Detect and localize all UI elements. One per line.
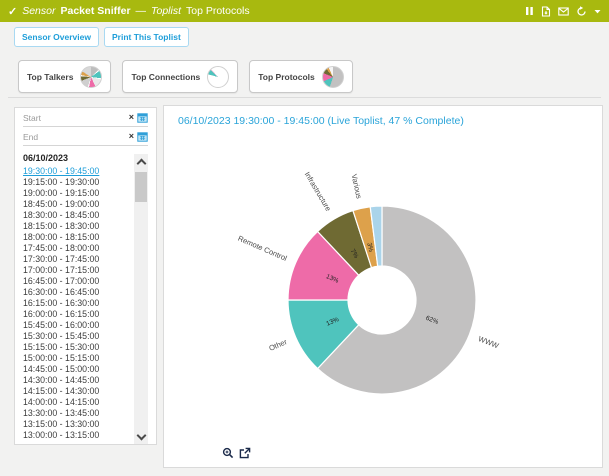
clear-start-icon[interactable]: × (128, 112, 134, 122)
toplist-interval-link[interactable]: 18:00:00 - 18:15:00 (23, 232, 100, 242)
caret-down-icon[interactable] (594, 9, 601, 14)
toplist-interval-link[interactable]: 16:00:00 - 16:15:00 (23, 309, 100, 319)
page-title: Top Protocols (186, 5, 250, 17)
chart-footer-icons (222, 447, 251, 459)
toplist-interval-link[interactable]: 18:15:00 - 18:30:00 (23, 221, 100, 231)
sensor-kind-label: Sensor (22, 5, 56, 17)
interval-scrollbar[interactable] (134, 154, 148, 444)
toplist-interval-link[interactable]: 14:15:00 - 14:30:00 (23, 386, 100, 396)
toplist-interval-link[interactable]: 18:45:00 - 19:00:00 (23, 199, 100, 209)
zoom-in-icon[interactable] (222, 447, 234, 459)
toplist-interval-link[interactable]: 15:30:00 - 15:45:00 (23, 331, 100, 341)
refresh-icon[interactable] (576, 5, 587, 17)
pause-icon[interactable] (525, 6, 534, 16)
toolbar: Sensor Overview Print This Toplist (14, 27, 189, 47)
end-date-input[interactable] (23, 131, 126, 142)
start-date-input[interactable] (23, 112, 126, 123)
slice-name-label: WWW (477, 334, 501, 351)
tab-label: Top Talkers (27, 71, 74, 82)
print-toplist-button[interactable]: Print This Toplist (103, 27, 189, 47)
slice-percent-label: 62% (425, 315, 440, 326)
pie-connections-icon (207, 65, 230, 88)
slice-name-label: Infrastructure (303, 170, 333, 213)
calendar-icon[interactable] (137, 112, 148, 123)
calendar-icon[interactable] (137, 131, 148, 142)
slice-name-label: Various (349, 173, 363, 199)
breadcrumb-separator: — (135, 5, 147, 17)
toplist-interval-link[interactable]: 13:30:00 - 13:45:00 (23, 408, 100, 418)
sensor-name: Packet Sniffer (60, 5, 131, 17)
toplist-interval-link[interactable]: 14:45:00 - 15:00:00 (23, 364, 100, 374)
slice-percent-label: 3% (365, 242, 374, 253)
toplist-interval-link[interactable]: 15:15:00 - 15:30:00 (23, 342, 100, 352)
section-divider (8, 97, 601, 98)
status-check-icon: ✓ (8, 5, 18, 18)
toplist-interval-link[interactable]: 19:00:00 - 19:15:00 (23, 188, 100, 198)
slice-name-label: Remote Control (237, 234, 289, 263)
pie-protocols-icon (321, 65, 344, 88)
scroll-up-icon[interactable] (137, 158, 145, 166)
toplist-interval-link[interactable]: 19:15:00 - 19:30:00 (23, 177, 100, 187)
toplist-interval-link[interactable]: 16:15:00 - 16:30:00 (23, 298, 100, 308)
chart-title: 06/10/2023 19:30:00 - 19:45:00 (Live Top… (178, 115, 464, 127)
sensor-overview-button[interactable]: Sensor Overview (14, 27, 99, 47)
slice-percent-label: 7% (349, 248, 360, 260)
toplist-interval-link[interactable]: 19:30:00 - 19:45:00 (23, 166, 100, 176)
tab-top-protocols[interactable]: Top Protocols (249, 60, 353, 93)
date-group-header: 06/10/2023 (23, 153, 69, 163)
scrollbar-thumb[interactable] (135, 172, 147, 202)
toplist-interval-link[interactable]: 17:45:00 - 18:00:00 (23, 243, 100, 253)
toplist-interval-link[interactable]: 17:30:00 - 17:45:00 (23, 254, 100, 264)
toplist-interval-link[interactable]: 16:30:00 - 16:45:00 (23, 287, 100, 297)
section-label: Toplist (151, 5, 181, 17)
toplist-interval-link[interactable]: 18:30:00 - 18:45:00 (23, 210, 100, 220)
toplist-interval-link[interactable]: 15:00:00 - 15:15:00 (23, 353, 100, 363)
clear-end-icon[interactable]: × (128, 131, 134, 141)
toplist-chart-panel: 06/10/2023 19:30:00 - 19:45:00 (Live Top… (163, 105, 603, 468)
tab-top-talkers[interactable]: Top Talkers (18, 60, 112, 93)
interval-sidebar: × × 06/10/2023 19:30:00 - 19:45:0019:15:… (14, 107, 157, 445)
scroll-down-icon[interactable] (137, 432, 145, 440)
tab-top-connections[interactable]: Top Connections (122, 60, 239, 93)
slice-percent-label: 13% (325, 316, 340, 328)
slice-percent-label: 13% (325, 273, 340, 285)
interval-list: 19:30:00 - 19:45:00 19:15:00 - 19:30:00 19… (23, 166, 131, 441)
toplist-interval-link[interactable]: 14:30:00 - 14:45:00 (23, 375, 100, 385)
email-icon[interactable] (558, 6, 569, 16)
tab-label: Top Protocols (258, 71, 315, 82)
toplist-interval-link[interactable]: 14:00:00 - 14:15:00 (23, 397, 100, 407)
toplist-tabs: Top Talkers Top Connections Top Protocol… (18, 60, 353, 93)
tab-label: Top Connections (131, 71, 201, 82)
toplist-interval-link[interactable]: 17:00:00 - 17:15:00 (23, 265, 100, 275)
report-icon[interactable] (541, 5, 551, 17)
end-date-row: × (23, 128, 148, 146)
toplist-interval-link[interactable]: 16:45:00 - 17:00:00 (23, 276, 100, 286)
protocols-donut-chart: 62% WWW 13% Other 13% Remote Control 7% Infrast… (237, 170, 501, 395)
toplist-interval-link[interactable]: 13:00:00 - 13:15:00 (23, 430, 100, 440)
donut-slice[interactable] (369, 205, 383, 267)
slice-name-label: Other (268, 337, 289, 353)
donut-slice[interactable] (316, 205, 477, 395)
toplist-interval-link[interactable]: 13:15:00 - 13:30:00 (23, 419, 100, 429)
toplist-interval-link[interactable]: 15:45:00 - 16:00:00 (23, 320, 100, 330)
header-bar: ✓ Sensor Packet Sniffer — Toplist Top Pr… (0, 0, 609, 22)
start-date-row: × (23, 109, 148, 127)
external-link-icon[interactable] (239, 447, 251, 459)
pie-talkers-icon (80, 65, 103, 88)
